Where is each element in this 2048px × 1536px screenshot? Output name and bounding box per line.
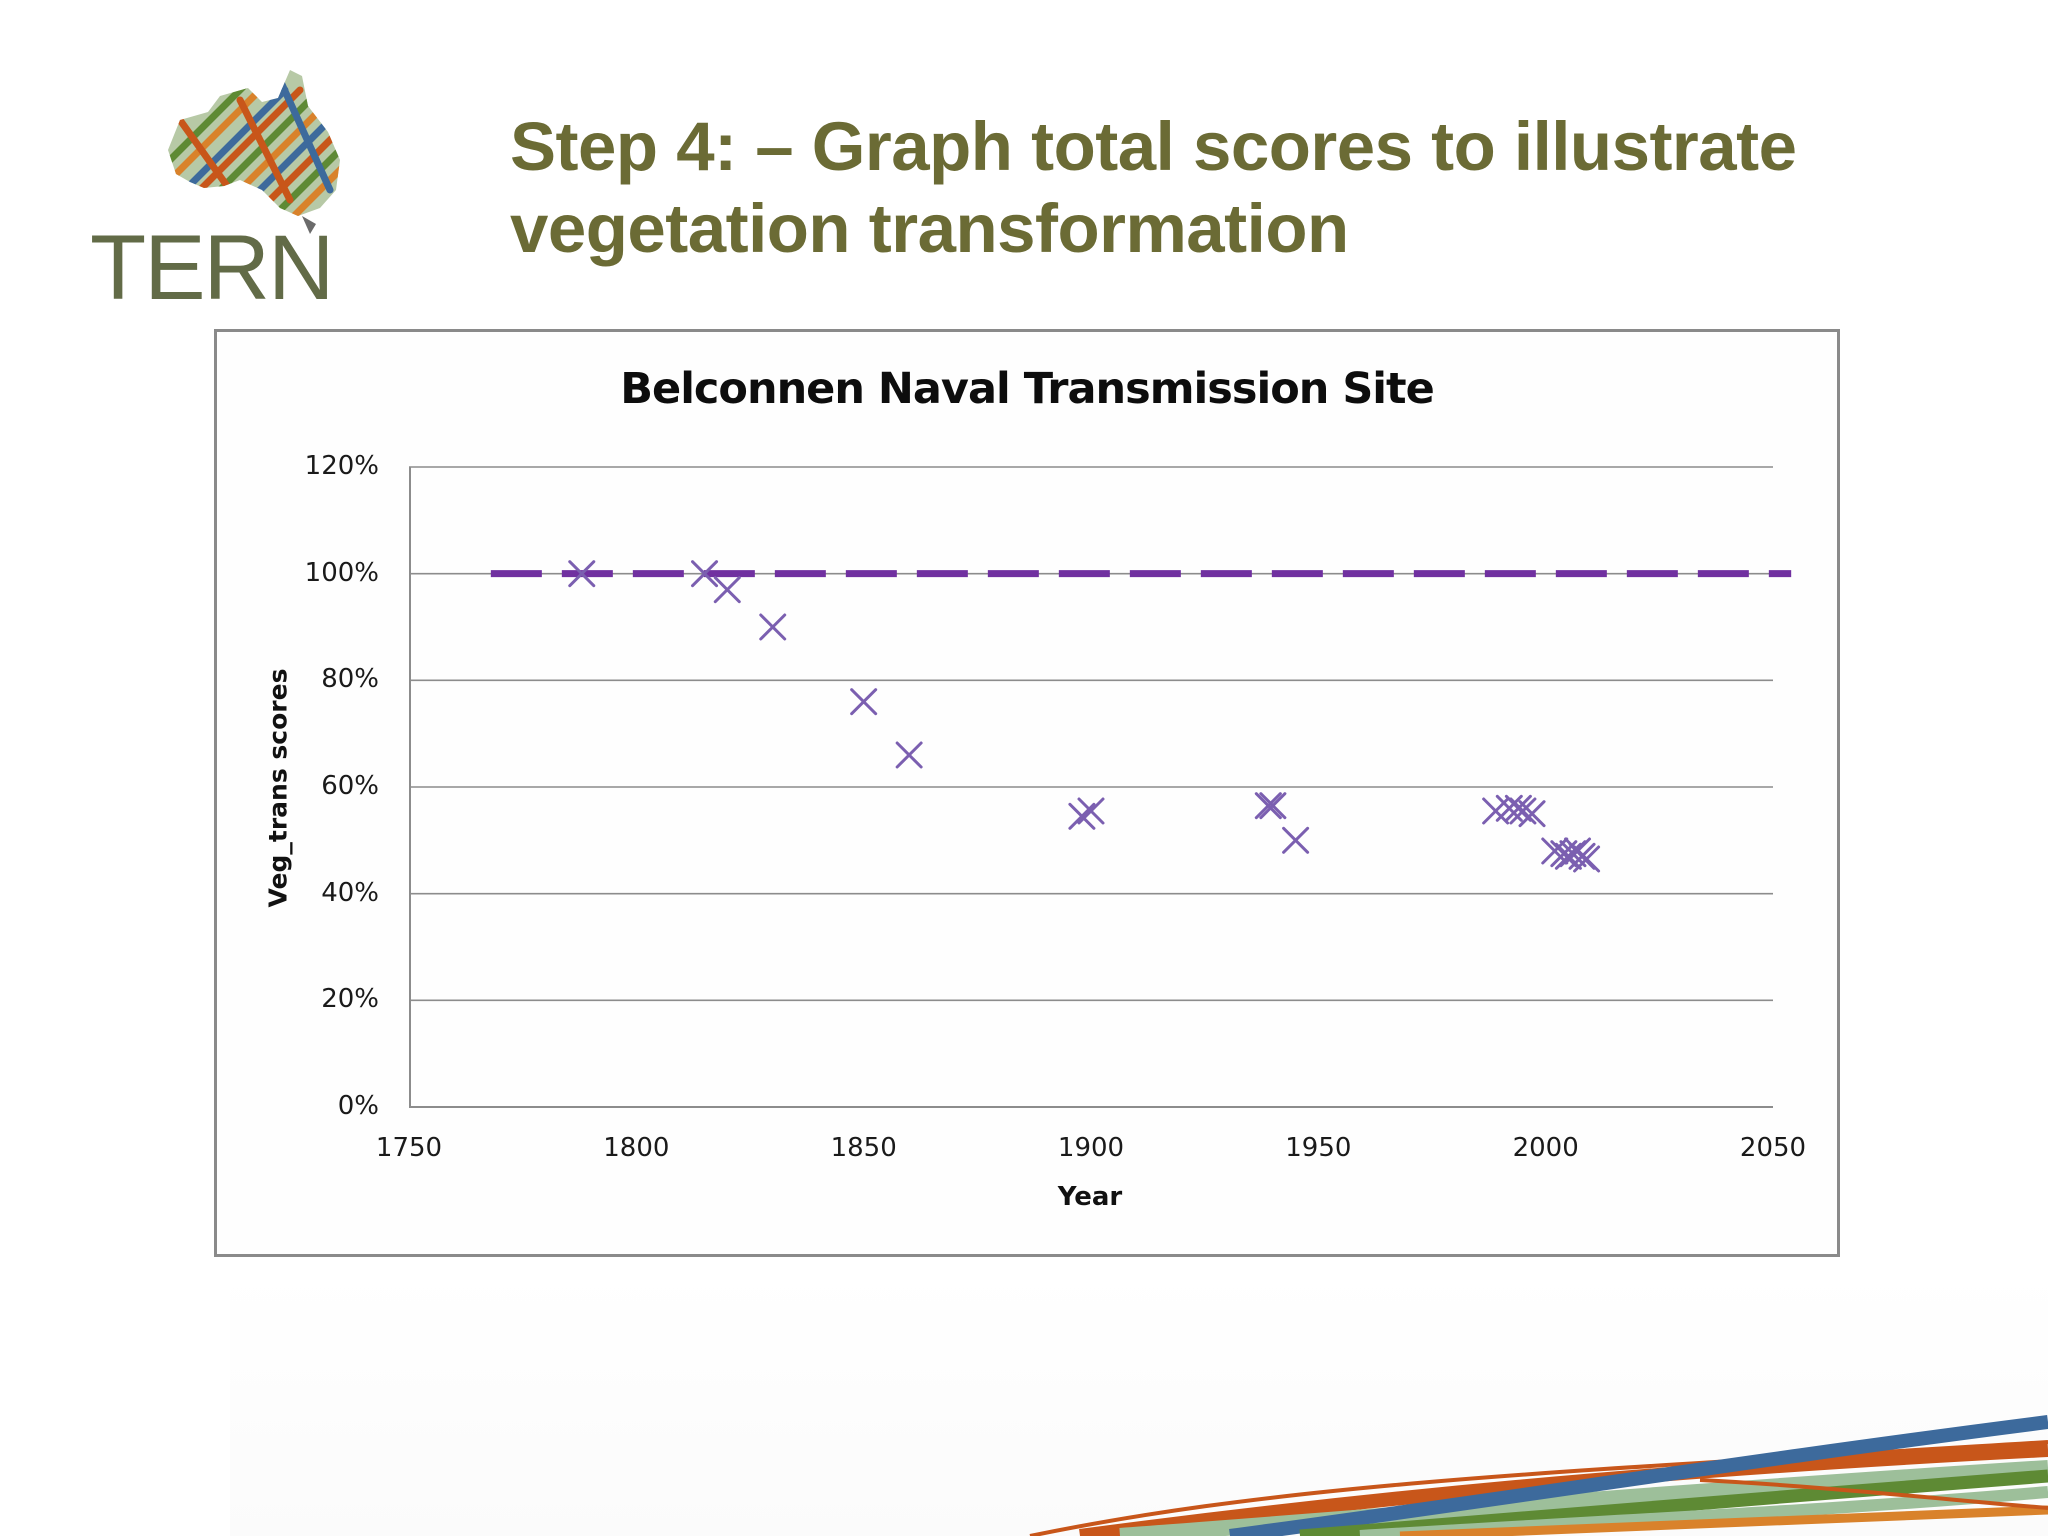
y-tick-label: 0% bbox=[337, 1091, 379, 1121]
x-tick-label: 1850 bbox=[830, 1133, 897, 1163]
x-tick-label: 1900 bbox=[1057, 1133, 1125, 1163]
australia-map-scribble-icon bbox=[168, 70, 340, 234]
y-tick-label: 100% bbox=[304, 557, 379, 588]
x-tick-label: 2050 bbox=[1739, 1133, 1807, 1163]
y-tick-label: 120% bbox=[304, 451, 379, 481]
slide-title-line-2: vegetation transformation bbox=[510, 190, 1349, 267]
x-marker-icon bbox=[1573, 845, 1601, 873]
slide-title-line-1: Step 4: – Graph total scores to illustra… bbox=[510, 108, 1797, 185]
x-marker-icon bbox=[1077, 797, 1105, 825]
y-tick-label: 60% bbox=[321, 771, 379, 801]
x-marker-icon bbox=[1518, 800, 1546, 828]
x-marker-icon bbox=[691, 560, 719, 588]
x-marker-icon bbox=[1509, 797, 1537, 825]
x-marker-icon bbox=[850, 688, 878, 716]
y-tick-label: 80% bbox=[321, 664, 379, 695]
x-marker-icon bbox=[1259, 792, 1287, 820]
x-marker-icon bbox=[1254, 792, 1282, 820]
x-marker-icon bbox=[759, 613, 787, 641]
tern-logo-text: TERN bbox=[90, 217, 334, 319]
chart-frame bbox=[214, 329, 1840, 1257]
x-axis-label: Year bbox=[1057, 1182, 1123, 1212]
x-tick-label: 1800 bbox=[603, 1133, 670, 1163]
y-tick-label: 40% bbox=[321, 877, 379, 908]
x-tick-label: 1950 bbox=[1285, 1133, 1352, 1163]
x-marker-icon bbox=[713, 576, 741, 604]
data-markers bbox=[568, 560, 1601, 873]
x-marker-icon bbox=[568, 560, 596, 588]
slide-title: Step 4: – Graph total scores to illustra… bbox=[510, 106, 1930, 270]
x-tick-label: 1750 bbox=[375, 1133, 443, 1163]
tern-logo: TERN bbox=[40, 40, 370, 314]
x-marker-icon bbox=[895, 741, 923, 769]
x-marker-icon bbox=[1282, 826, 1310, 854]
chart-title: Belconnen Naval Transmission Site bbox=[620, 364, 1435, 414]
y-tick-label: 20% bbox=[321, 984, 379, 1015]
x-tick-label: 2000 bbox=[1512, 1133, 1579, 1163]
